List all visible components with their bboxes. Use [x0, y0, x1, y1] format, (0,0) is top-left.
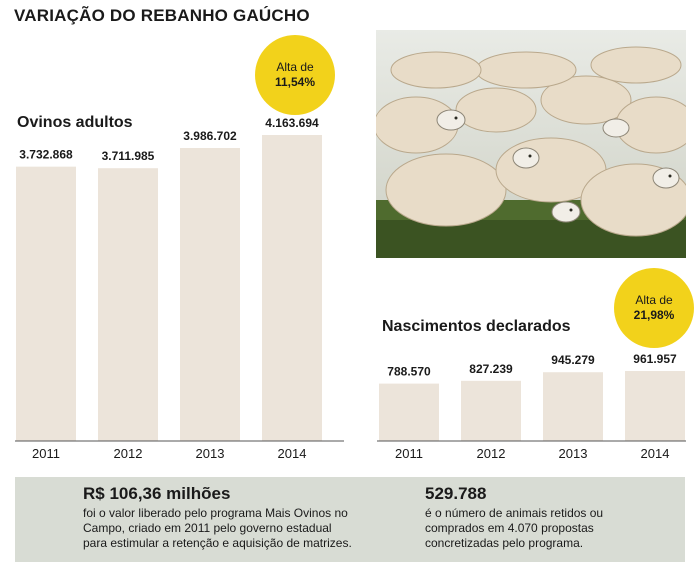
infographic-title: VARIAÇÃO DO REBANHO GAÚCHO [14, 6, 310, 25]
chart-title-nascimentos: Nascimentos declarados [382, 318, 571, 335]
growth-badge-nascimentos: Alta de 21,98% [614, 268, 694, 348]
badge-label: Alta de [276, 60, 314, 74]
bar-2014 [262, 135, 322, 441]
bar-2013 [180, 148, 240, 441]
bar-2011 [379, 383, 439, 441]
footer-left-text: foi o valor liberado pelo programa Mais … [83, 506, 352, 550]
footer-left-headline: R$ 106,36 milhões [83, 484, 231, 503]
value-label: 788.570 [387, 365, 431, 379]
badge-label: Alta de [635, 293, 673, 307]
chart-title-ovinos: Ovinos adultos [17, 114, 133, 131]
bar-2012 [461, 380, 521, 441]
growth-badge-ovinos: Alta de 11,54% [255, 35, 335, 115]
x-tick-label: 2011 [32, 446, 60, 461]
badge-value: 11,54% [274, 75, 316, 89]
bar-2011 [16, 166, 76, 441]
value-label: 961.957 [633, 352, 677, 366]
sheep-photo [376, 30, 686, 258]
footer-right-text: é o número de animais retidos ou comprad… [425, 506, 604, 550]
x-tick-label: 2013 [196, 446, 225, 461]
badge-value: 21,98% [633, 308, 675, 322]
bar-2013 [543, 372, 603, 441]
x-tick-label: 2013 [559, 446, 588, 461]
bar-2014 [625, 371, 685, 441]
x-tick-label: 2014 [641, 446, 670, 461]
x-tick-label: 2012 [114, 446, 143, 461]
x-tick-label: 2011 [395, 446, 423, 461]
value-label: 3.986.702 [183, 129, 237, 143]
x-tick-label: 2014 [278, 446, 307, 461]
value-label: 3.732.868 [19, 148, 73, 162]
x-tick-label: 2012 [477, 446, 506, 461]
value-label: 827.239 [469, 362, 513, 376]
value-label: 945.279 [551, 353, 595, 367]
bar-2012 [98, 168, 158, 441]
value-label: 4.163.694 [265, 116, 319, 130]
footer-panel: R$ 106,36 milhões foi o valor liberado p… [15, 477, 685, 562]
chart-ovinos: 3.732.868 2011 3.711.985 2012 3.986.702 2013 4… [15, 116, 344, 461]
chart-nascimentos: 788.570 2011 827.239 2012 945.279 2013 961.957… [377, 352, 686, 461]
value-label: 3.711.985 [102, 149, 155, 163]
footer-right-headline: 529.788 [425, 484, 487, 503]
